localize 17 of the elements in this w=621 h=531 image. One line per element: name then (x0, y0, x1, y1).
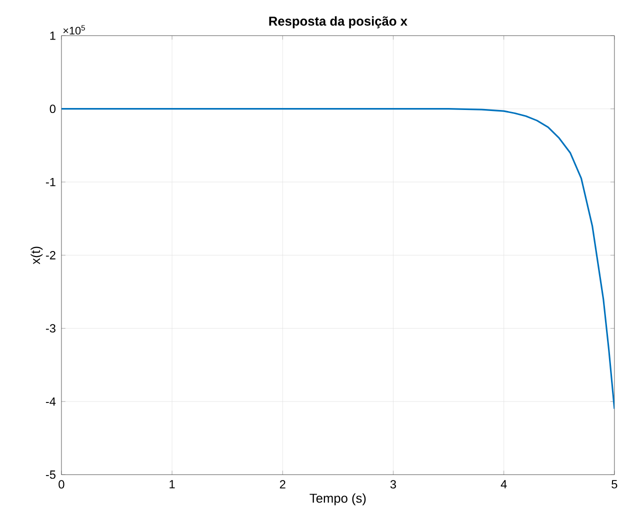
y-tick-label: 0 (50, 104, 56, 113)
y-axis-title: x(t) (30, 246, 43, 264)
x-tick-label: 3 (390, 480, 396, 488)
y-tick-label: 1 (50, 32, 56, 40)
chart-title: Resposta da posição x (269, 16, 408, 28)
text: ×10$^{5}$ (63, 25, 85, 34)
x-tick-label: 4 (500, 480, 507, 488)
x-tick-label: 5 (612, 480, 618, 488)
y-tick-label: -3 (46, 324, 56, 332)
x-tick-label: 1 (170, 480, 175, 488)
x-tick-label: 2 (280, 480, 286, 488)
x-tick-label: 0 (58, 480, 64, 488)
y-tick-label: -1 (46, 178, 56, 186)
y-tick-label: -2 (46, 250, 56, 260)
x-axis-title: Tempo (s) (310, 493, 366, 506)
y-tick-label: -4 (46, 397, 56, 406)
y-tick-label: -5 (46, 470, 56, 479)
